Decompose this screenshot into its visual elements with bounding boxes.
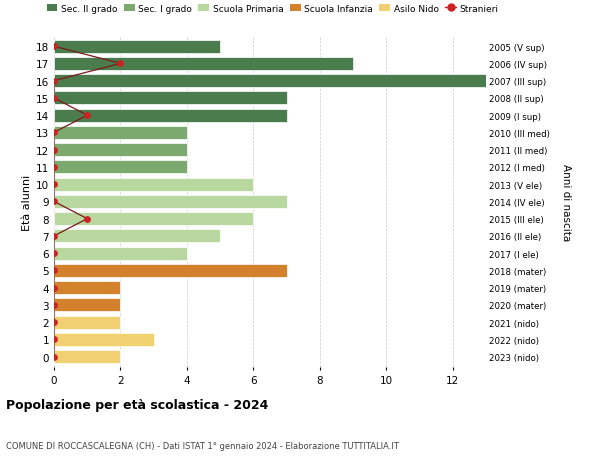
Bar [54, 230, 220, 243]
Point [49, 250, 59, 257]
Point [49, 129, 59, 137]
Point [49, 164, 59, 171]
Text: COMUNE DI ROCCASCALEGNA (CH) - Dati ISTAT 1° gennaio 2024 - Elaborazione TUTTITA: COMUNE DI ROCCASCALEGNA (CH) - Dati ISTA… [6, 441, 399, 450]
Point [49, 95, 59, 102]
Bar [54, 109, 287, 123]
Legend: Sec. II grado, Sec. I grado, Scuola Primaria, Scuola Infanzia, Asilo Nido, Stran: Sec. II grado, Sec. I grado, Scuola Prim… [47, 5, 499, 13]
Text: Popolazione per età scolastica - 2024: Popolazione per età scolastica - 2024 [6, 398, 268, 411]
Bar [54, 58, 353, 71]
Point [49, 353, 59, 361]
Bar [54, 213, 253, 226]
Point [49, 78, 59, 85]
Bar [54, 281, 121, 295]
Bar [54, 40, 220, 54]
Bar [54, 264, 287, 277]
Y-axis label: Anni di nascita: Anni di nascita [561, 163, 571, 241]
Bar [54, 75, 486, 88]
Point [49, 44, 59, 51]
Bar [54, 350, 121, 364]
Y-axis label: Età alunni: Età alunni [22, 174, 32, 230]
Point [49, 302, 59, 309]
Bar [54, 161, 187, 174]
Bar [54, 316, 121, 329]
Point [116, 61, 125, 68]
Bar [54, 299, 121, 312]
Bar [54, 144, 187, 157]
Point [49, 233, 59, 240]
Point [49, 198, 59, 206]
Bar [54, 127, 187, 140]
Point [49, 284, 59, 292]
Bar [54, 92, 287, 105]
Bar [54, 333, 154, 346]
Bar [54, 247, 187, 260]
Point [49, 147, 59, 154]
Point [49, 181, 59, 188]
Point [49, 267, 59, 274]
Point [82, 112, 92, 120]
Point [49, 336, 59, 343]
Point [49, 319, 59, 326]
Point [82, 215, 92, 223]
Bar [54, 178, 253, 191]
Bar [54, 196, 287, 208]
